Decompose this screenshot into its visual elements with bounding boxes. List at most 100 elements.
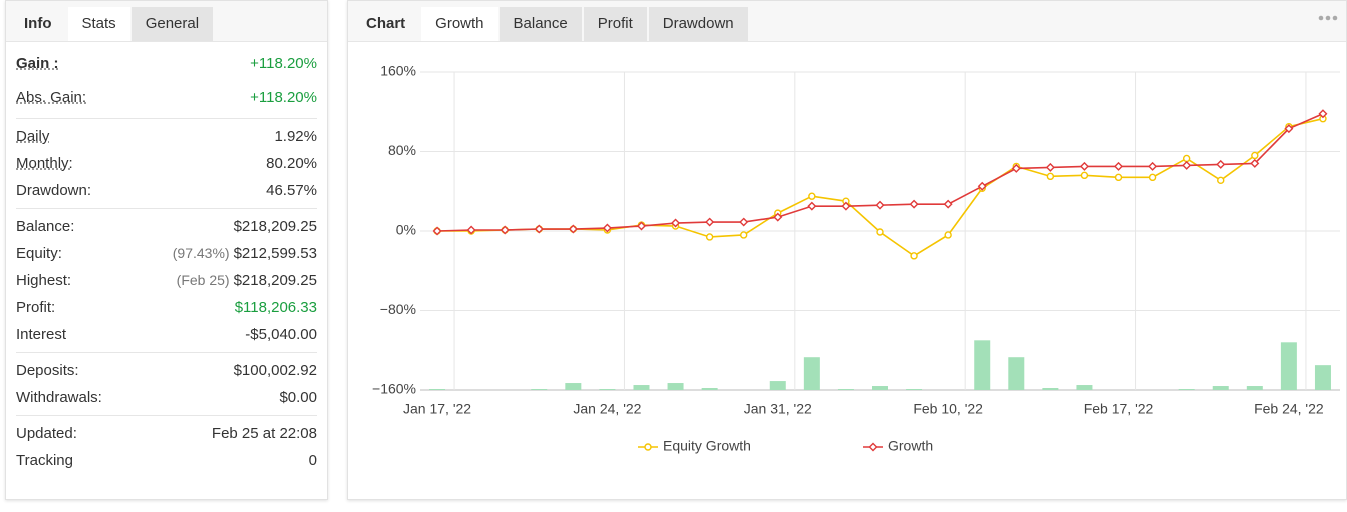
stat-value-cell: -$5,040.00 xyxy=(245,326,317,343)
stats-row: Equity: (97.43%) $212,599.53 xyxy=(16,240,317,267)
stats-row: Deposits: $100,002.92 xyxy=(16,357,317,384)
marker xyxy=(910,252,918,260)
tab[interactable]: Profit xyxy=(583,7,647,41)
marker xyxy=(1318,109,1328,119)
tab[interactable]: Balance xyxy=(499,7,582,41)
marker xyxy=(739,217,749,227)
bar xyxy=(1246,386,1263,390)
bar xyxy=(1076,385,1093,390)
marker xyxy=(876,228,884,236)
stat-value: 80.20% xyxy=(266,155,317,172)
bar xyxy=(1314,365,1331,390)
stat-value: $0.00 xyxy=(279,389,317,406)
stats-row: Profit: $118,206.33 xyxy=(16,294,317,321)
stat-value-cell: 1.92% xyxy=(274,128,317,145)
bar xyxy=(974,340,991,390)
y-tick-label: 0% xyxy=(396,222,416,238)
stat-value: 46.57% xyxy=(266,182,317,199)
stat-value: $218,209.25 xyxy=(233,272,317,289)
chart-tabs: Chart Growth Balance Profit Drawdown xyxy=(348,1,1346,42)
stat-note: (97.43%) xyxy=(172,245,230,261)
line xyxy=(437,113,1324,232)
stat-value: +118.20% xyxy=(250,88,317,106)
tab[interactable]: Drawdown xyxy=(648,7,748,41)
stats-row: Drawdown: 46.57% xyxy=(16,177,317,204)
stats-row: Interest -$5,040.00 xyxy=(16,321,317,348)
stat-value: -$5,040.00 xyxy=(245,326,317,343)
stat-label: Withdrawals: xyxy=(16,389,102,406)
legend-item[interactable]: Equity Growth xyxy=(638,438,751,454)
tab[interactable]: Chart xyxy=(366,15,406,32)
stat-label: Balance: xyxy=(16,218,75,235)
stats-row: Highest: (Feb 25) $218,209.25 xyxy=(16,267,317,294)
stat-value-cell: Feb 25 at 22:08 xyxy=(212,425,317,442)
marker xyxy=(1114,161,1124,171)
marker xyxy=(705,217,715,227)
stats-row: Tracking 0 xyxy=(16,447,317,474)
stat-value: Feb 25 at 22:08 xyxy=(211,425,317,442)
stat-label: Tracking xyxy=(16,452,73,469)
y-tick-label: 80% xyxy=(388,142,416,158)
marker xyxy=(1148,161,1158,171)
y-tick-label: 160% xyxy=(380,63,416,79)
stats-row: Monthly: 80.20% xyxy=(16,150,317,177)
tab[interactable]: Stats xyxy=(67,7,130,41)
stats-row: Updated: Feb 25 at 22:08 xyxy=(16,420,317,447)
bar xyxy=(1178,389,1195,390)
marker xyxy=(602,223,612,233)
tab[interactable]: Info xyxy=(24,15,52,32)
stat-label: Profit: xyxy=(16,299,56,316)
bar xyxy=(906,389,923,390)
more-icon[interactable] xyxy=(1318,15,1338,21)
marker xyxy=(1182,154,1191,163)
chart-panel: Chart Growth Balance Profit Drawdown xyxy=(347,0,1347,500)
stat-value-cell: $0.00 xyxy=(279,389,317,406)
bar xyxy=(1008,357,1025,390)
stat-label: Interest xyxy=(16,326,67,343)
stat-value-cell: 46.57% xyxy=(266,182,317,199)
x-tick-label: Feb 24, '22 xyxy=(1254,401,1324,417)
stats-list: Gain : +118.20% Abs. Gain: +118.20% Daily 1.9… xyxy=(6,42,327,478)
marker xyxy=(1217,176,1225,185)
stat-value-cell: 0 xyxy=(309,452,317,469)
marker xyxy=(1045,162,1055,172)
x-tick-label: Jan 17, '22 xyxy=(403,401,471,417)
marker xyxy=(807,201,817,211)
stat-value: $212,599.53 xyxy=(233,245,317,262)
stat-value-cell: (Feb 25) $218,209.25 xyxy=(177,272,317,289)
bar xyxy=(837,389,854,390)
marker xyxy=(909,199,919,209)
marker xyxy=(1182,160,1192,170)
legend-label: Growth xyxy=(888,438,933,454)
marker xyxy=(432,226,442,236)
bar xyxy=(633,385,650,390)
stat-label: Equity: xyxy=(16,245,62,262)
tab[interactable]: General xyxy=(131,7,214,41)
bar xyxy=(531,389,548,390)
marker xyxy=(1079,161,1089,171)
stat-value-cell: (97.43%) $212,599.53 xyxy=(173,245,317,262)
marker xyxy=(875,200,885,210)
legend-item[interactable]: Growth xyxy=(863,438,933,454)
x-tick-label: Jan 31, '22 xyxy=(744,401,812,417)
legend-marker xyxy=(868,442,878,452)
marker xyxy=(943,199,953,209)
marker xyxy=(534,224,544,234)
bar xyxy=(1212,386,1229,390)
stats-group: Daily 1.92% Monthly: 80.20% Drawdown: 46.57% xyxy=(16,119,317,209)
stat-value: $118,206.33 xyxy=(234,299,317,316)
legend-label: Equity Growth xyxy=(663,438,751,454)
stat-value-cell: $100,002.92 xyxy=(234,362,317,379)
stats-row: Gain : +118.20% xyxy=(16,46,317,80)
stat-label: Monthly: xyxy=(16,155,73,172)
stat-label: Updated: xyxy=(16,425,77,442)
stat-value: $218,209.25 xyxy=(233,218,317,235)
stats-row: Balance: $218,209.25 xyxy=(16,213,317,240)
marker xyxy=(1046,172,1055,181)
tab[interactable]: Growth xyxy=(421,7,498,41)
bar xyxy=(599,389,616,390)
marker xyxy=(671,218,681,228)
y-tick-label: −160% xyxy=(372,381,416,397)
bar xyxy=(1042,388,1059,390)
